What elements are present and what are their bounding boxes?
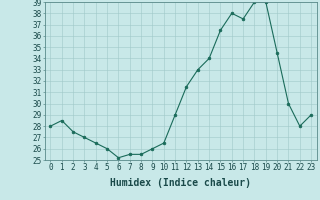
X-axis label: Humidex (Indice chaleur): Humidex (Indice chaleur) — [110, 178, 251, 188]
